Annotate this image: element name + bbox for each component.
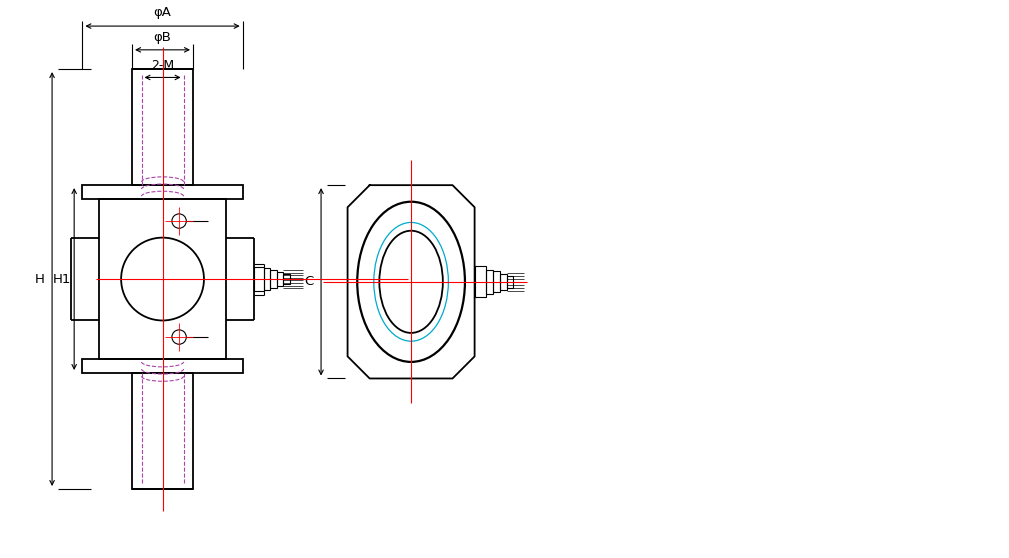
Bar	[132, 69, 193, 185]
Bar	[83, 359, 242, 373]
Text: H: H	[35, 272, 44, 286]
Bar	[500, 273, 507, 290]
Bar	[276, 272, 284, 286]
Bar	[263, 268, 270, 290]
Text: 2-M: 2-M	[151, 59, 175, 72]
Bar	[132, 373, 193, 489]
Bar	[507, 276, 514, 288]
Text: φB: φB	[153, 31, 172, 44]
Bar	[474, 266, 485, 297]
Bar	[485, 270, 493, 294]
Bar	[99, 199, 226, 359]
Text: φA: φA	[153, 7, 172, 20]
Text: C: C	[305, 275, 314, 288]
Bar	[270, 270, 276, 288]
Bar	[253, 267, 263, 291]
Bar	[284, 274, 291, 285]
Bar	[83, 185, 242, 199]
Text: H1: H1	[52, 272, 72, 286]
Bar	[493, 271, 500, 292]
